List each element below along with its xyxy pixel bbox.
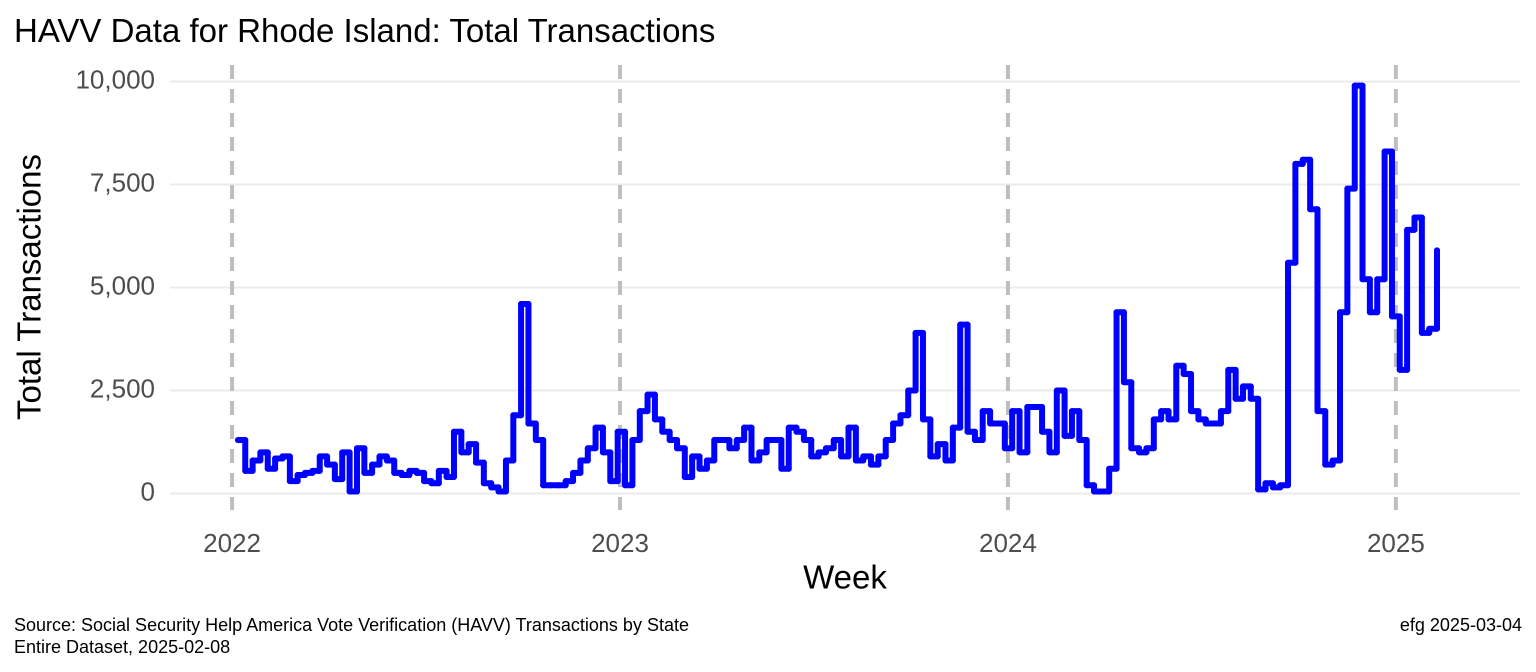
- step-risers: [242, 82, 1440, 495]
- caption-source: Source: Social Security Help America Vot…: [14, 615, 689, 635]
- y-tick-label: 5,000: [90, 270, 155, 300]
- y-tick-label: 10,000: [75, 64, 155, 94]
- y-tick-label: 2,500: [90, 373, 155, 403]
- chart-title: HAVV Data for Rhode Island: Total Transa…: [14, 12, 715, 49]
- x-tick-label: 2025: [1367, 528, 1425, 558]
- y-axis-title: Total Transactions: [11, 154, 48, 420]
- y-tick-label: 7,500: [90, 167, 155, 197]
- series: [234, 82, 1440, 495]
- x-tick-label: 2022: [203, 528, 261, 558]
- x-axis-title: Week: [803, 559, 887, 596]
- y-tick-label: 0: [141, 476, 155, 506]
- caption-author: efg 2025-03-04: [1400, 615, 1522, 635]
- caption-dataset: Entire Dataset, 2025-02-08: [14, 637, 230, 657]
- x-tick-label: 2024: [979, 528, 1037, 558]
- x-tick-label: 2023: [591, 528, 649, 558]
